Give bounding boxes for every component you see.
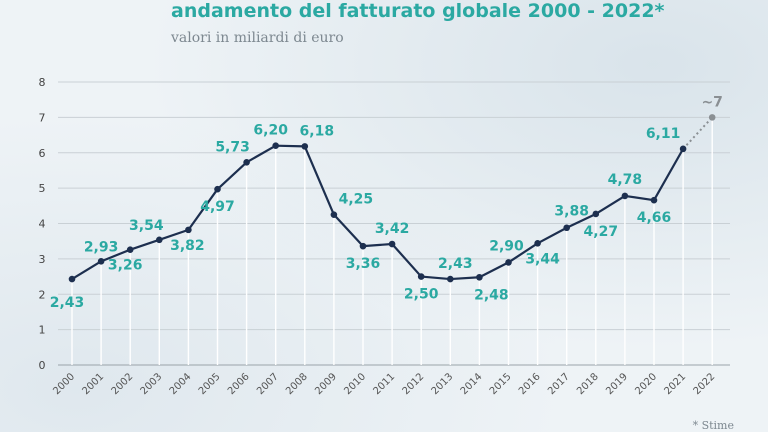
y-tick-label: 3: [39, 253, 46, 266]
data-point: [476, 273, 483, 281]
data-point: [68, 275, 76, 283]
y-tick-label: 0: [39, 359, 46, 372]
x-tick-label: 2012: [401, 371, 427, 397]
data-label: 2,48: [474, 287, 509, 303]
data-label: 6,11: [646, 126, 681, 142]
data-label: 6,18: [300, 123, 335, 139]
data-point: [417, 273, 425, 280]
y-tick-label: 1: [39, 324, 46, 337]
data-point: [621, 192, 629, 200]
chart-title: andamento del fatturato globale 2000 - 2…: [171, 0, 665, 22]
x-tick-label: 2011: [371, 371, 397, 397]
data-point: [97, 258, 105, 265]
data-label: 4,78: [608, 172, 643, 188]
data-label: 4,66: [637, 210, 672, 226]
series-line-estimate: [682, 116, 713, 150]
y-tick-label: 4: [39, 218, 46, 231]
x-tick-label: 2004: [168, 371, 194, 397]
data-label: 6,20: [253, 123, 288, 139]
data-label: 3,54: [129, 218, 164, 234]
data-label: 4,97: [200, 199, 235, 215]
y-tick-label: 6: [39, 147, 46, 160]
data-point: [534, 240, 541, 247]
x-tick-label: 2017: [546, 371, 572, 397]
x-tick-label: 2008: [284, 371, 310, 397]
data-point: [330, 211, 338, 218]
data-label: 4,27: [584, 224, 619, 240]
data-point: [185, 226, 192, 234]
data-label: 4,25: [339, 192, 374, 208]
data-point: [243, 159, 250, 166]
x-tick-label: 2015: [488, 371, 514, 397]
data-label: 3,26: [108, 258, 143, 274]
data-point: [359, 242, 367, 250]
x-tick-label: 2001: [80, 371, 106, 397]
x-tick-label: 2010: [342, 371, 368, 397]
x-tick-label: 2013: [430, 371, 456, 397]
data-label: 5,73: [215, 139, 250, 155]
data-point: [388, 240, 396, 248]
series-line: [71, 144, 685, 281]
data-label: 3,42: [375, 221, 410, 237]
x-tick-label: 2016: [517, 371, 543, 397]
x-tick-label: 2014: [459, 371, 485, 397]
data-point: [650, 196, 658, 204]
x-tick-label: 2009: [313, 371, 339, 397]
data-label: 2,93: [84, 239, 119, 255]
data-label: ~7: [701, 94, 722, 110]
data-label: 3,36: [346, 256, 381, 272]
x-tick-label: 2002: [110, 371, 136, 397]
data-point: [301, 143, 309, 150]
y-tick-label: 8: [39, 76, 46, 89]
data-label: 3,44: [525, 251, 560, 267]
y-tick-label: 7: [39, 111, 46, 124]
data-label: 2,90: [489, 238, 524, 254]
x-tick-label: 2000: [51, 371, 77, 397]
footnote: * Stime: [692, 419, 734, 432]
x-tick-label: 2018: [575, 371, 601, 397]
x-tick-label: 2022: [692, 371, 718, 397]
data-point: [679, 145, 687, 153]
data-point: [272, 142, 280, 149]
data-point: [592, 210, 600, 218]
data-label: 2,50: [404, 287, 439, 303]
data-point: [563, 224, 570, 232]
data-point: [505, 259, 512, 266]
x-tick-label: 2020: [633, 371, 659, 397]
x-tick-label: 2006: [226, 371, 252, 397]
y-tick-label: 5: [39, 182, 46, 195]
x-tick-label: 2005: [197, 371, 223, 397]
data-label: 2,43: [50, 295, 85, 311]
chart-subtitle: valori in miliardi di euro: [171, 30, 344, 46]
data-point: [447, 275, 454, 283]
data-point: [708, 114, 716, 121]
y-tick-label: 2: [39, 288, 46, 301]
data-point: [156, 236, 163, 244]
x-tick-label: 2019: [604, 371, 630, 397]
data-label: 3,88: [554, 204, 589, 220]
x-tick-label: 2021: [662, 371, 688, 397]
data-label: 2,43: [438, 256, 473, 272]
x-tick-label: 2003: [139, 371, 165, 397]
data-label: 3,82: [170, 238, 205, 254]
data-point: [214, 185, 221, 193]
x-tick-label: 2007: [255, 371, 281, 397]
data-point: [126, 246, 134, 253]
